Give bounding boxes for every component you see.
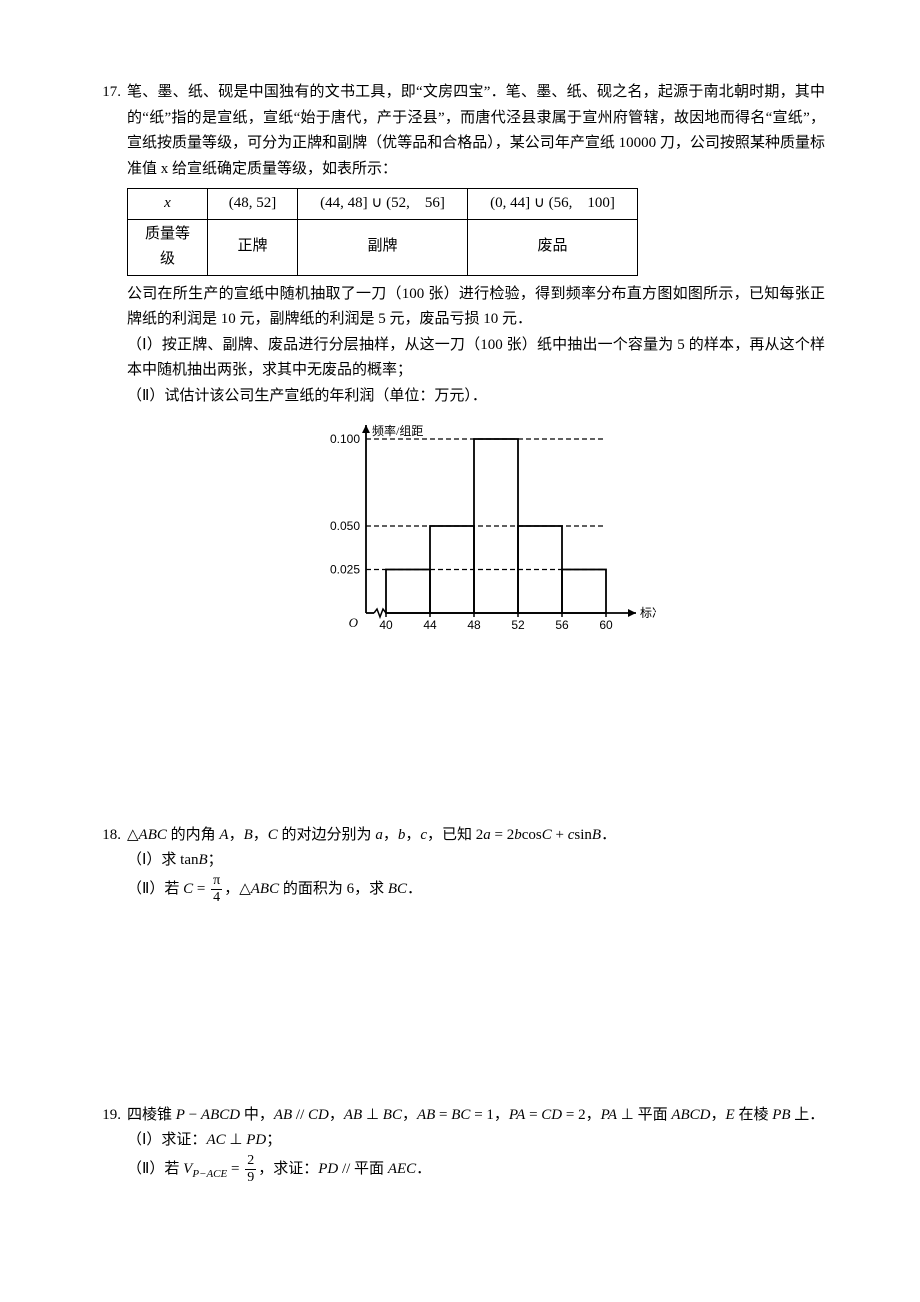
denominator: 4	[211, 890, 222, 905]
denominator: 9	[245, 1170, 256, 1185]
problem-19: 19. 四棱锥 P − ABCD 中，AB // CD，AB ⊥ BC，AB =…	[95, 1103, 825, 1185]
p17-table: x (48, 52] (44, 48] ∪ (52, 56] (0, 44] ∪…	[127, 188, 825, 276]
p19-part1: （Ⅰ）求证：AC ⊥ PD；	[127, 1128, 825, 1154]
text: A	[219, 827, 228, 843]
cell-label: 质量等级	[128, 219, 208, 275]
problem-body: △ABC 的内角 A，B，C 的对边分别为 a，b，c，已知 2a = 2bco…	[127, 823, 825, 905]
histogram-svg: 0.025 0.050 0.100 40 44 48 52 56 60 O 频率/组距标准值x	[296, 415, 656, 645]
svg-text:频率/组距: 频率/组距	[372, 423, 423, 438]
problem-18: 18. △ABC 的内角 A，B，C 的对边分别为 a，b，c，已知 2a = …	[95, 823, 825, 905]
sub: P−ACE	[192, 1167, 227, 1179]
p17-part1: （Ⅰ）按正牌、副牌、废品进行分层抽样，从这一刀（100 张）纸中抽出一个容量为 …	[127, 333, 825, 384]
p19-line1: 四棱锥 P − ABCD 中，AB // CD，AB ⊥ BC，AB = BC …	[127, 1103, 825, 1129]
p18-part2: （Ⅱ）若 C = π4，△ABC 的面积为 6，求 BC．	[127, 874, 825, 905]
svg-text:O: O	[349, 615, 359, 630]
problem-number: 17.	[95, 80, 127, 665]
p17-part2: （Ⅱ）试估计该公司生产宣纸的年利润（单位：万元）．	[127, 384, 825, 410]
p18-line1: △ABC 的内角 A，B，C 的对边分别为 a，b，c，已知 2a = 2bco…	[127, 823, 825, 849]
p18-part1: （Ⅰ）求 tanB；	[127, 848, 825, 874]
svg-text:标准值x: 标准值x	[640, 605, 656, 620]
problem-17: 17. 笔、墨、纸、砚是中国独有的文书工具，即“文房四宝”．笔、墨、纸、砚之名，…	[95, 80, 825, 665]
numerator: 2	[245, 1154, 256, 1170]
numerator: π	[211, 874, 222, 890]
svg-text:60: 60	[599, 618, 613, 632]
spacer	[95, 933, 825, 1103]
table-row: x (48, 52] (44, 48] ∪ (52, 56] (0, 44] ∪…	[128, 189, 638, 220]
table-row: 质量等级 正牌 副牌 废品	[128, 219, 638, 275]
text: C	[268, 827, 278, 843]
data-table: x (48, 52] (44, 48] ∪ (52, 56] (0, 44] ∪…	[127, 188, 638, 276]
cell-range2: (44, 48] ∪ (52, 56]	[298, 189, 468, 220]
svg-text:0.050: 0.050	[330, 519, 360, 533]
p19-part2: （Ⅱ）若 VP−ACE = 29，求证：PD // 平面 AEC．	[127, 1154, 825, 1185]
eq: =	[227, 1160, 243, 1176]
p17-para2: 公司在所生产的宣纸中随机抽取了一刀（100 张）进行检验，得到频率分布直方图如图…	[127, 282, 825, 333]
text: a	[375, 827, 383, 843]
text: c	[420, 827, 427, 843]
text: b	[398, 827, 406, 843]
text: △ABC	[127, 827, 167, 843]
text: C	[179, 880, 193, 896]
text: 的内角	[167, 827, 220, 843]
problem-body: 笔、墨、纸、砚是中国独有的文书工具，即“文房四宝”．笔、墨、纸、砚之名，起源于南…	[127, 80, 825, 665]
spacer	[95, 693, 825, 823]
cell-range3: (0, 44] ∪ (56, 100]	[468, 189, 638, 220]
svg-text:56: 56	[555, 618, 569, 632]
svg-text:40: 40	[379, 618, 393, 632]
p17-para1: 笔、墨、纸、砚是中国独有的文书工具，即“文房四宝”．笔、墨、纸、砚之名，起源于南…	[127, 80, 825, 182]
cell-grade: 正牌	[208, 219, 298, 275]
text: （Ⅱ）若	[127, 1160, 179, 1176]
fraction: π4	[211, 874, 222, 905]
svg-text:52: 52	[511, 618, 525, 632]
histogram-chart: 0.025 0.050 0.100 40 44 48 52 56 60 O 频率/组距标准值x	[127, 415, 825, 655]
problem-body: 四棱锥 P − ABCD 中，AB // CD，AB ⊥ BC，AB = BC …	[127, 1103, 825, 1185]
text: △ABC	[239, 880, 279, 896]
text: B	[244, 827, 253, 843]
text: 的对边分别为	[278, 827, 376, 843]
cell-text: x	[164, 195, 171, 211]
cell-x: x	[128, 189, 208, 220]
text: （Ⅱ）若	[127, 880, 179, 896]
cell-grade: 副牌	[298, 219, 468, 275]
svg-text:48: 48	[467, 618, 481, 632]
v: V	[179, 1160, 192, 1176]
cell-range1: (48, 52]	[208, 189, 298, 220]
problem-number: 19.	[95, 1103, 127, 1185]
problem-number: 18.	[95, 823, 127, 905]
svg-text:0.025: 0.025	[330, 563, 360, 577]
text: BC	[388, 880, 407, 896]
svg-text:44: 44	[423, 618, 437, 632]
cell-grade: 废品	[468, 219, 638, 275]
fraction: 29	[245, 1154, 256, 1185]
svg-text:0.100: 0.100	[330, 432, 360, 446]
eq: 2a = 2bcosC + csinB	[472, 827, 601, 843]
